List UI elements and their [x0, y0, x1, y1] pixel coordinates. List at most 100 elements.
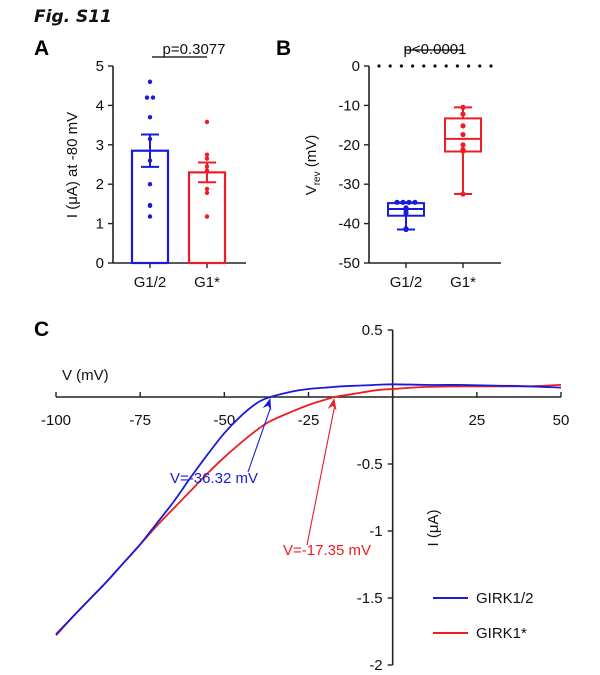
- panel-b-marks: [387, 104, 482, 233]
- panel-b-data-point: [460, 148, 466, 154]
- panel-c-annotation-arrowhead: [327, 398, 337, 411]
- panel-b-label: B: [276, 37, 291, 60]
- panel-b-data-point: [403, 210, 409, 216]
- panel-b-reference-dot: [489, 64, 493, 68]
- panel-c-label: C: [34, 318, 49, 341]
- panel-b-reference-dot: [399, 64, 403, 68]
- panel-b-reference-dot: [467, 64, 471, 68]
- panel-b-data-point: [412, 199, 418, 205]
- panel-b-y-axis-title-unit: (mV): [303, 135, 320, 172]
- panel-b-y-tick-label: 0: [352, 58, 360, 75]
- panel-a-data-point: [204, 164, 210, 169]
- panel-a-axes: 0 1 2 3 4 5 G1/2 G1*: [96, 58, 246, 291]
- panel-b-y-tick-label: -30: [338, 176, 360, 193]
- panel-b-y-tick-label: -20: [338, 137, 360, 154]
- panel-b-x-tick-label: G1/2: [390, 274, 423, 291]
- panel-a-data-point: [147, 214, 153, 219]
- panel-a-y-tick-label: 5: [96, 58, 104, 75]
- panel-b-y-tick-label: -40: [338, 216, 360, 233]
- panel-b-reference-dot: [478, 64, 482, 68]
- figure-title: Fig. S11: [34, 7, 112, 27]
- panel-c-series-line-girk1-2: [55, 383, 562, 635]
- panel-c-x-tick-label: -25: [298, 412, 320, 429]
- panel-b: B p<0.0001 Vrev (mV) 0-10-20-30-40-50G1/…: [276, 37, 501, 291]
- panel-b-reference-dot: [444, 64, 448, 68]
- panel-a-y-tick-label: 0: [96, 255, 104, 272]
- panel-a-data-point: [150, 95, 156, 100]
- panel-b-data-point: [403, 226, 409, 233]
- panel-a-x-tick-label: G1/2: [134, 274, 167, 291]
- panel-b-data-point: [406, 199, 412, 205]
- panel-c-x-tick-label: -100: [41, 412, 71, 429]
- panel-c-y-axis-title: I (μA): [425, 510, 442, 547]
- panel-b-data-point: [460, 104, 466, 110]
- panel-c-x-tick-label: 50: [553, 412, 570, 429]
- panel-a-marks: [130, 79, 227, 265]
- panel-c-y-tick-label: 0.5: [362, 322, 383, 339]
- panel-b-reference-dot: [433, 64, 437, 68]
- panel-a-data-point: [147, 115, 153, 120]
- panel-b-data-point: [394, 199, 400, 205]
- panel-a-data-point: [147, 158, 153, 163]
- panel-a-y-tick-label: 3: [96, 137, 104, 154]
- panel-a-label: A: [34, 37, 49, 60]
- panel-c-annotation-label: V=-17.35 mV: [283, 542, 371, 559]
- panel-b-axes: 0 -10 -20 -30 -40 -50 G1/2 G1*: [338, 58, 501, 291]
- panel-b-data-point: [400, 199, 406, 205]
- panel-c-x-tick-label: -75: [129, 412, 151, 429]
- panel-a-data-point: [204, 190, 210, 196]
- panel-c-legend: GIRK1/2 GIRK1*: [433, 590, 534, 642]
- panel-b-reference-dot: [455, 64, 459, 68]
- panel-a-data-point: [204, 214, 210, 219]
- panel-c-x-tick-label: -50: [213, 412, 235, 429]
- panel-c-y-tick-label: -1.5: [357, 590, 383, 607]
- panel-b-data-point: [460, 131, 466, 138]
- panel-c: C V (mV) I (μA) -100 -75 -50 -25 25 50 0.5 -0.5…: [34, 318, 569, 674]
- panel-a: A p=0.3077 I (μA) at -80 mV 0 1 2 3 4 5 G1/2 G1…: [34, 37, 246, 291]
- panel-c-axes: -100 -75 -50 -25 25 50 0.5 -0.5 -1 -1.5 -2: [41, 322, 569, 674]
- panel-c-annotation-arrow: [247, 407, 271, 473]
- panel-b-data-point: [460, 191, 466, 197]
- panel-b-reference-dot: [388, 64, 392, 68]
- panel-a-y-tick-label: 1: [96, 216, 104, 233]
- panel-b-reference-dot: [377, 64, 381, 68]
- panel-a-data-point: [147, 136, 153, 142]
- panel-b-reference-dot: [411, 64, 415, 68]
- panel-a-data-point: [204, 119, 210, 125]
- panel-a-data-point: [147, 182, 153, 187]
- panel-a-data-point: [147, 79, 153, 84]
- panel-a-y-tick-label: 4: [96, 97, 104, 114]
- panel-c-annotation-label: V=-36.32 mV: [170, 470, 258, 487]
- panel-b-y-axis-title-sub: rev: [312, 171, 323, 185]
- panel-a-data-point: [147, 203, 153, 209]
- panel-c-annotation-arrow: [306, 407, 335, 546]
- panel-a-data-point: [204, 152, 210, 157]
- panel-b-y-tick-label: -50: [338, 255, 360, 272]
- panel-c-x-tick-label: 25: [468, 412, 485, 429]
- panel-a-data-point: [204, 168, 210, 173]
- panel-c-legend-label: GIRK1/2: [476, 590, 534, 607]
- panel-c-y-tick-label: -2: [369, 657, 382, 674]
- panel-a-data-point: [144, 95, 150, 100]
- panel-a-y-axis-title: I (μA) at -80 mV: [64, 112, 81, 218]
- panel-c-y-tick-label: -0.5: [357, 456, 383, 473]
- panel-a-data-point: [204, 156, 210, 161]
- panel-b-y-axis-title: Vrev (mV): [303, 135, 323, 196]
- panel-c-marks: V=-36.32 mV V=-17.35 mV: [55, 383, 562, 637]
- panel-a-x-tick-label: G1*: [194, 274, 220, 291]
- panel-c-legend-label: GIRK1*: [476, 625, 527, 642]
- panel-c-x-axis-title: V (mV): [62, 367, 109, 384]
- panel-b-y-tick-label: -10: [338, 97, 360, 114]
- panel-b-data-point: [460, 123, 466, 129]
- panel-b-y-axis-title-main: V: [303, 185, 320, 195]
- panel-b-reference-dot: [422, 64, 426, 68]
- panel-c-annotation-arrowhead: [262, 398, 272, 411]
- panel-b-data-point: [460, 111, 466, 117]
- panel-a-pvalue: p=0.3077: [163, 41, 226, 58]
- panel-b-data-point: [460, 142, 466, 148]
- panel-a-y-tick-label: 2: [96, 176, 104, 193]
- panel-a-data-point: [204, 186, 210, 192]
- panel-b-x-tick-label: G1*: [450, 274, 476, 291]
- panel-c-y-tick-label: -1: [369, 523, 382, 540]
